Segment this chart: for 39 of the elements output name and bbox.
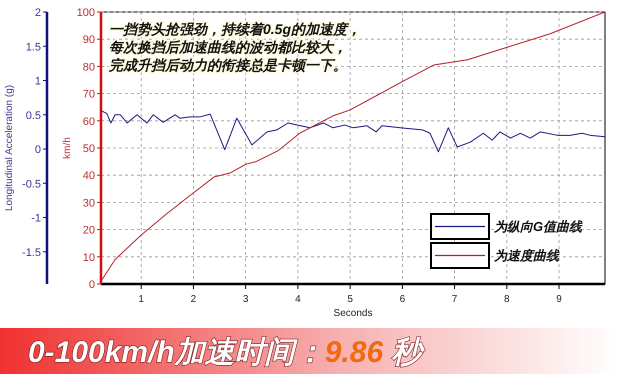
- x-tick-label: 7: [452, 294, 458, 305]
- y2-tick-label: 0.5: [26, 110, 41, 122]
- y2-tick-label: 0: [34, 144, 41, 156]
- x-tick-label: 9: [556, 294, 562, 305]
- y-tick-label: 90: [82, 34, 95, 46]
- x-tick-label: 6: [400, 294, 406, 305]
- y2-tick-label: 1.5: [26, 41, 41, 54]
- x-tick-label: 8: [504, 294, 510, 305]
- legend-label: 为纵向G值曲线: [494, 219, 584, 234]
- legend-label: 为速度曲线: [494, 248, 560, 263]
- y2-tick-label: 2: [34, 7, 41, 19]
- y-tick-label: 70: [82, 88, 95, 101]
- annotation: 完成升挡后动力的衔接总是卡顿一下。: [108, 57, 347, 73]
- annotation: 一挡势头抢强劲，持续着0.5g的加速度，: [109, 21, 362, 37]
- x-tick-label: 4: [295, 294, 302, 305]
- line-series: [101, 12, 605, 282]
- y-tick-label: 20: [82, 224, 95, 237]
- x-tick-label: 1: [138, 294, 144, 305]
- x-tick-label: 3: [242, 294, 249, 305]
- y-tick-label: 50: [82, 143, 95, 155]
- line-series: [101, 110, 605, 152]
- y2-tick-label: -1.5: [22, 246, 41, 259]
- y-tick-label: 0: [88, 279, 95, 291]
- y-tick-label: 30: [82, 197, 95, 210]
- y-tick-label: 40: [82, 170, 95, 182]
- annotation: 每次换挡后加速曲线的波动都比较大，: [109, 39, 347, 55]
- x-axis-title: Seconds: [334, 308, 372, 319]
- x-tick-label: 5: [347, 294, 354, 305]
- y-tick-label: 10: [82, 252, 95, 264]
- x-tick-label: 2: [190, 294, 197, 305]
- y-axis-title: km/h: [62, 137, 73, 159]
- y2-axis-title: Longitudinal Acceleration (g): [4, 84, 15, 212]
- y2-tick-label: -0.5: [22, 178, 41, 190]
- text: 0-100km/h加速时间：9.86 秒: [28, 336, 426, 369]
- y-tick-label: 100: [76, 7, 95, 19]
- y2-tick-label: -1: [31, 212, 41, 225]
- y2-tick-label: 1: [34, 76, 41, 88]
- y-tick-label: 80: [82, 61, 95, 74]
- y-tick-label: 60: [82, 116, 95, 128]
